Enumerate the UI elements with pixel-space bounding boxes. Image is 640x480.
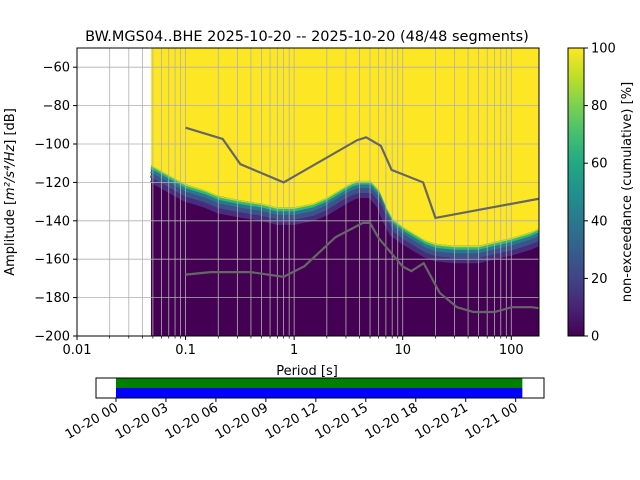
x-tick-label: 10 bbox=[394, 343, 411, 358]
psd-heatmap bbox=[149, 48, 539, 336]
x-tick-label: 0.1 bbox=[175, 343, 196, 358]
y-axis-ticks: −60 −80 −100 −120 −140 −160 −180 −200 bbox=[34, 61, 77, 345]
timeline-segment-psd bbox=[115, 388, 523, 398]
x-tick-label: 1 bbox=[290, 343, 298, 358]
timeline-segments bbox=[115, 378, 523, 398]
timeline-tick-label: 10-20 15 bbox=[313, 400, 371, 442]
colorbar-tick-label: 100 bbox=[591, 42, 616, 57]
y-tick-label: −100 bbox=[34, 138, 70, 153]
plot-frame bbox=[76, 47, 540, 337]
timeline-tick-label: 10-20 21 bbox=[413, 400, 471, 442]
timeline-tick-label: 10-20 03 bbox=[113, 400, 171, 442]
psd-plot-area: 0.01 0.1 1 10 100 −60 −80 −100 −120 −140 −160 −180… bbox=[34, 47, 540, 358]
y-axis-label: Amplitude [m²/s⁴/Hz] [dB] bbox=[3, 108, 18, 276]
grid-lines bbox=[77, 48, 539, 336]
y-tick-label: −160 bbox=[34, 253, 70, 268]
timeline-tick-label: 10-20 18 bbox=[363, 400, 421, 442]
colorbar-gradient bbox=[567, 47, 585, 337]
timeline-tick-label: 10-20 12 bbox=[263, 400, 321, 442]
y-tick-label: −80 bbox=[43, 99, 70, 114]
colorbar: 0 20 40 60 80 100 non-exceedance (cumulative)… bbox=[567, 42, 635, 345]
y-axis-label-unit: m²/s⁴/Hz bbox=[3, 144, 18, 200]
x-tick-label: 100 bbox=[499, 343, 524, 358]
timeline-frame-outline bbox=[95, 377, 545, 399]
colorbar-label: non-exceedance (cumulative) [%] bbox=[620, 82, 635, 302]
timeline-tick-label: 10-20 00 bbox=[63, 400, 121, 442]
y-tick-label: −60 bbox=[43, 61, 70, 76]
noise-model-curves bbox=[185, 126, 539, 314]
curve-nlnm bbox=[185, 221, 539, 314]
chart-title: BW.MGS04..BHE 2025-10-20 -- 2025-10-20 (… bbox=[85, 29, 529, 45]
colorbar-tick-label: 60 bbox=[591, 157, 608, 172]
x-tick-label: 0.01 bbox=[63, 343, 92, 358]
colorbar-tick-label: 40 bbox=[591, 214, 608, 229]
timeline-tick-label: 10-20 06 bbox=[163, 400, 221, 442]
y-axis-label-prefix: Amplitude [ bbox=[3, 200, 18, 276]
timeline-tick-label: 10-21 00 bbox=[463, 400, 521, 442]
timeline-tick-label: 10-20 09 bbox=[213, 400, 271, 442]
colorbar-tick-label: 20 bbox=[591, 272, 608, 287]
curve-nhnm bbox=[185, 126, 539, 220]
y-tick-label: −180 bbox=[34, 291, 70, 306]
timeline-segment-data bbox=[115, 378, 523, 388]
y-tick-label: −120 bbox=[34, 176, 70, 191]
x-axis-ticks: 0.01 0.1 1 10 100 bbox=[63, 336, 524, 358]
x-axis-label: Period [s] bbox=[276, 364, 338, 379]
y-tick-label: −200 bbox=[34, 330, 70, 345]
colorbar-ticks: 0 20 40 60 80 100 bbox=[584, 42, 616, 345]
colorbar-tick-label: 80 bbox=[591, 99, 608, 114]
y-axis-label-suffix: ] [dB] bbox=[3, 108, 18, 145]
y-tick-label: −140 bbox=[34, 214, 70, 229]
colorbar-tick-label: 0 bbox=[591, 330, 599, 345]
